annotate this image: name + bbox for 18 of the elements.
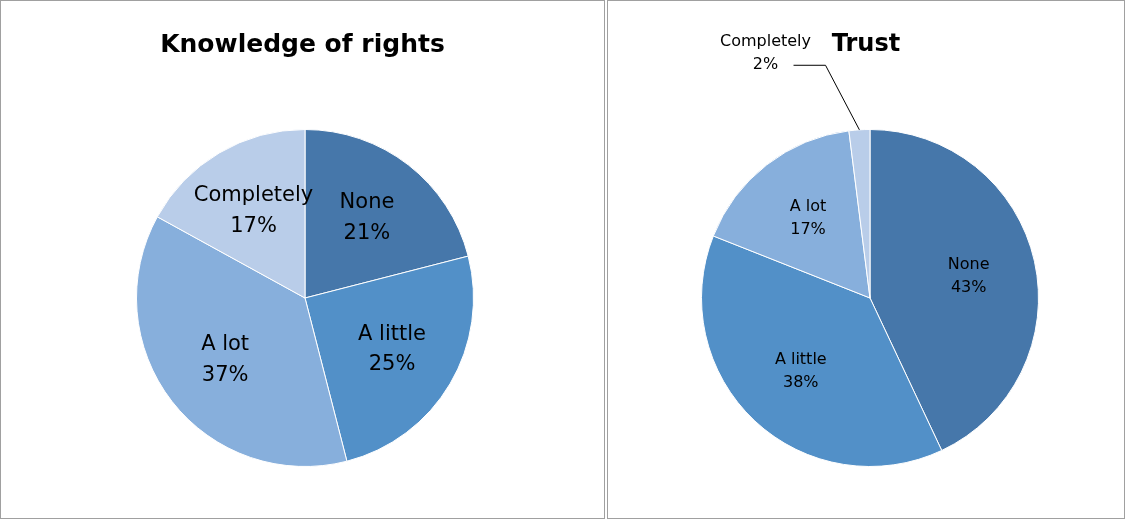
slice-label: A little — [774, 349, 827, 369]
data-label: 17% — [230, 212, 277, 237]
slice-label: Completely — [720, 31, 812, 51]
data-label: 38% — [783, 372, 819, 392]
data-label: 43% — [950, 276, 987, 296]
slice-label: None — [947, 253, 990, 273]
chart-title: Knowledge of rights — [159, 29, 446, 58]
slice-label: A little — [358, 320, 426, 345]
slice-label: A lot — [201, 331, 250, 356]
slice-label: A lot — [789, 195, 827, 215]
data-label: 37% — [201, 361, 249, 386]
chart-title: Trust — [831, 29, 901, 57]
data-label: 17% — [790, 218, 826, 238]
data-label: 21% — [343, 219, 391, 244]
slice-label: None — [339, 189, 395, 214]
data-label: 25% — [368, 351, 416, 376]
data-label: 2% — [752, 54, 779, 74]
slice-label: Completely — [193, 182, 314, 207]
